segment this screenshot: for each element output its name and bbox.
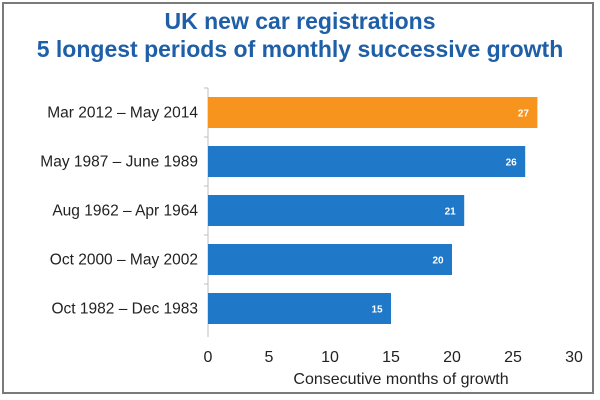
x-tick-label: 5 xyxy=(265,349,274,366)
x-tick-label: 30 xyxy=(565,349,583,366)
data-label: 21 xyxy=(445,207,457,218)
x-axis-label: Consecutive months of growth xyxy=(293,371,508,388)
chart-title: UK new car registrations xyxy=(164,8,436,34)
x-tick-label: 0 xyxy=(204,349,213,366)
bar xyxy=(208,293,391,324)
category-label: Mar 2012 – May 2014 xyxy=(47,105,198,122)
x-tick-label: 15 xyxy=(382,349,400,366)
data-label: 20 xyxy=(432,256,444,267)
bar xyxy=(208,97,538,128)
x-tick-label: 25 xyxy=(504,349,522,366)
data-label: 26 xyxy=(506,158,518,169)
category-label: Oct 2000 – May 2002 xyxy=(50,252,198,269)
category-label: May 1987 – June 1989 xyxy=(40,154,198,171)
x-tick-label: 20 xyxy=(443,349,461,366)
data-label: 15 xyxy=(371,305,383,316)
x-tick-label: 10 xyxy=(321,349,339,366)
category-label: Oct 1982 – Dec 1983 xyxy=(52,301,199,318)
chart-subtitle: 5 longest periods of monthly successive … xyxy=(36,36,564,62)
bar xyxy=(208,146,526,177)
bar xyxy=(208,244,452,275)
data-label: 27 xyxy=(518,109,530,120)
bar xyxy=(208,195,465,226)
category-label: Aug 1962 – Apr 1964 xyxy=(52,203,198,220)
